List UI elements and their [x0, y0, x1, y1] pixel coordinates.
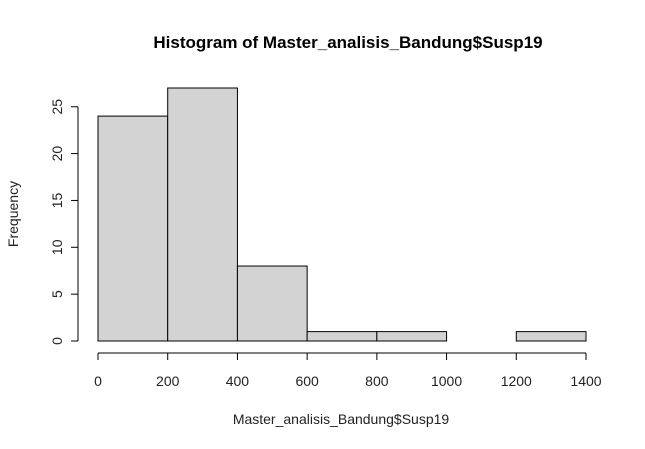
y-tick-label-4: 20	[49, 146, 65, 162]
x-tick-label-3: 600	[295, 373, 319, 389]
x-tick-label-0: 0	[94, 373, 102, 389]
y-axis-label: Frequency	[5, 181, 21, 247]
y-tick-label-5: 25	[49, 99, 65, 115]
y-tick-label-3: 15	[49, 192, 65, 208]
x-tick-label-5: 1000	[431, 373, 462, 389]
chart-title: Histogram of Master_analisis_Bandung$Sus…	[153, 33, 542, 52]
x-tick-label-6: 1200	[501, 373, 532, 389]
x-axis-label: Master_analisis_Bandung$Susp19	[233, 411, 450, 427]
histogram-bar-6	[515, 331, 587, 342]
histogram-bar-0	[97, 115, 169, 342]
y-axis: 0 5 10 15 20 25	[49, 99, 79, 345]
y-tick-label-0: 0	[49, 337, 65, 345]
x-tick-label-4: 800	[365, 373, 389, 389]
x-tick-label-1: 200	[156, 373, 180, 389]
x-axis: 0 200 400 600 800 1000 1200 1400	[94, 352, 602, 389]
histogram-bar-2	[236, 265, 308, 342]
bars-group	[97, 87, 587, 342]
histogram-bar-4	[376, 331, 448, 342]
histogram-bar-3	[306, 331, 378, 342]
x-tick-label-2: 400	[226, 373, 250, 389]
x-tick-label-7: 1400	[570, 373, 601, 389]
y-tick-label-1: 5	[49, 290, 65, 298]
histogram-bar-1	[167, 87, 238, 342]
y-tick-label-2: 10	[49, 239, 65, 255]
